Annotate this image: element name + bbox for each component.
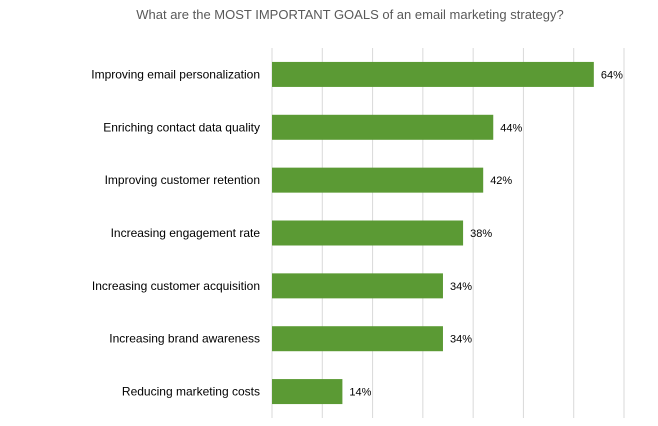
category-label: Improving email personalization xyxy=(91,67,260,81)
value-label: 14% xyxy=(349,387,371,399)
value-labels: 64% 44% 42% 38% 34% 34% 14% xyxy=(349,69,623,398)
bar xyxy=(272,273,443,299)
value-label: 34% xyxy=(450,334,472,346)
category-label: Increasing engagement rate xyxy=(111,226,261,240)
value-label: 44% xyxy=(500,122,522,134)
category-label: Enriching contact data quality xyxy=(103,120,260,134)
category-label: Increasing customer acquisition xyxy=(92,279,260,293)
bars xyxy=(272,61,594,405)
bar xyxy=(272,220,464,246)
value-label: 64% xyxy=(601,69,623,81)
bar xyxy=(272,61,594,87)
bar xyxy=(272,326,443,352)
value-label: 34% xyxy=(450,281,472,293)
value-label: 38% xyxy=(470,228,492,240)
value-label: 42% xyxy=(490,175,512,187)
bar xyxy=(272,114,494,140)
bar xyxy=(272,167,484,193)
category-labels: Improving email personalization Enriching… xyxy=(91,67,260,398)
bar xyxy=(272,379,343,405)
category-label: Reducing marketing costs xyxy=(122,385,260,399)
category-label: Improving customer retention xyxy=(105,173,260,187)
chart-title: What are the MOST IMPORTANT GOALS of an … xyxy=(136,7,564,22)
category-label: Increasing brand awareness xyxy=(109,332,260,346)
